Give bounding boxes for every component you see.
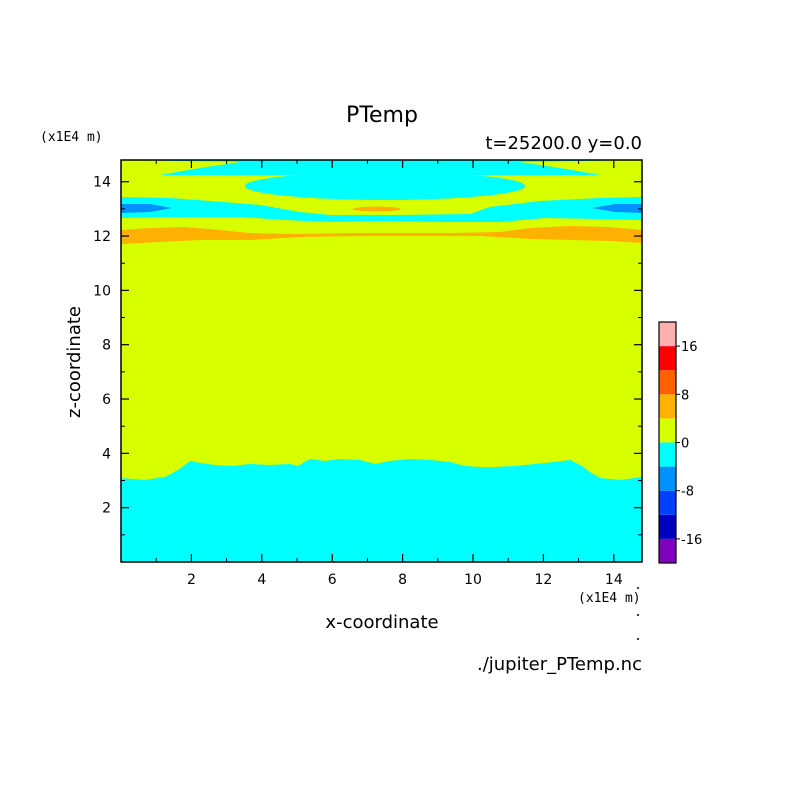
y-tick-label: 4 <box>102 446 111 462</box>
colorbar-segment <box>659 394 676 419</box>
source-file-label: ./jupiter_PTemp.nc <box>477 654 642 675</box>
region-cyan-upper-blob <box>245 172 525 200</box>
x-tick-label: 8 <box>398 572 407 588</box>
y-tick-label: 8 <box>102 338 111 354</box>
region-yellow-top-patch-left <box>121 160 240 175</box>
colorbar-segment <box>659 346 676 371</box>
y-axis-label: z-coordinate <box>64 306 85 418</box>
region-yellow-top-patch-right <box>520 160 642 175</box>
colorbar-segment <box>659 418 676 443</box>
region-blue-right <box>592 204 642 213</box>
colorbar-segment <box>659 442 676 467</box>
y-tick-label: 14 <box>93 175 111 191</box>
y-tick-label: 2 <box>102 501 111 517</box>
colorbar-segment <box>659 466 676 491</box>
colorbar: 16 8 0 -8 -16 <box>658 321 702 564</box>
colorbar-segment <box>659 322 676 347</box>
contour-field <box>121 160 642 562</box>
region-orange-band-12 <box>121 226 642 244</box>
x-tick-label: 12 <box>535 572 553 588</box>
chart-subtitle: t=25200.0 y=0.0 <box>485 133 642 154</box>
colorbar-segment <box>659 490 676 515</box>
colorbar-segment <box>659 514 676 539</box>
x-ticks: 2 4 6 8 10 12 14 <box>155 160 623 588</box>
x-axis-label: x-coordinate <box>325 612 438 633</box>
x-tick-label: 6 <box>328 572 337 588</box>
y-tick-label: 12 <box>93 229 111 245</box>
plot-frame <box>120 159 643 563</box>
marker-dot <box>637 638 639 640</box>
x-unit-label: (x1E4 m) <box>578 591 641 606</box>
x-tick-label: 14 <box>605 572 623 588</box>
colorbar-tick-label: -16 <box>681 533 702 548</box>
colorbar-tick-label: 16 <box>681 340 698 355</box>
colorbar-segment <box>659 538 676 563</box>
marker-dot <box>637 587 639 589</box>
colorbar-tick-label: 0 <box>681 437 689 452</box>
y-unit-label: (x1E4 m) <box>40 130 103 145</box>
colorbar-segment <box>659 370 676 395</box>
region-orange-center-small <box>353 206 401 212</box>
region-yellow-strip-13 <box>300 207 490 215</box>
y-ticks: 2 4 6 8 10 12 14 <box>93 175 642 536</box>
region-cyan-band-13 <box>121 197 642 222</box>
region-cyan-top-strip <box>121 160 642 175</box>
chart-title: PTemp <box>346 103 418 128</box>
x-tick-label: 2 <box>187 572 196 588</box>
colorbar-tick-label: -8 <box>681 485 694 500</box>
region-cyan-bottom <box>121 459 642 562</box>
region-blue-left <box>121 204 172 213</box>
y-tick-label: 10 <box>93 283 111 299</box>
y-tick-label: 6 <box>102 392 111 408</box>
marker-dot <box>637 614 639 616</box>
colorbar-tick-label: 8 <box>681 388 689 403</box>
x-tick-label: 4 <box>257 572 266 588</box>
x-tick-label: 10 <box>464 572 482 588</box>
